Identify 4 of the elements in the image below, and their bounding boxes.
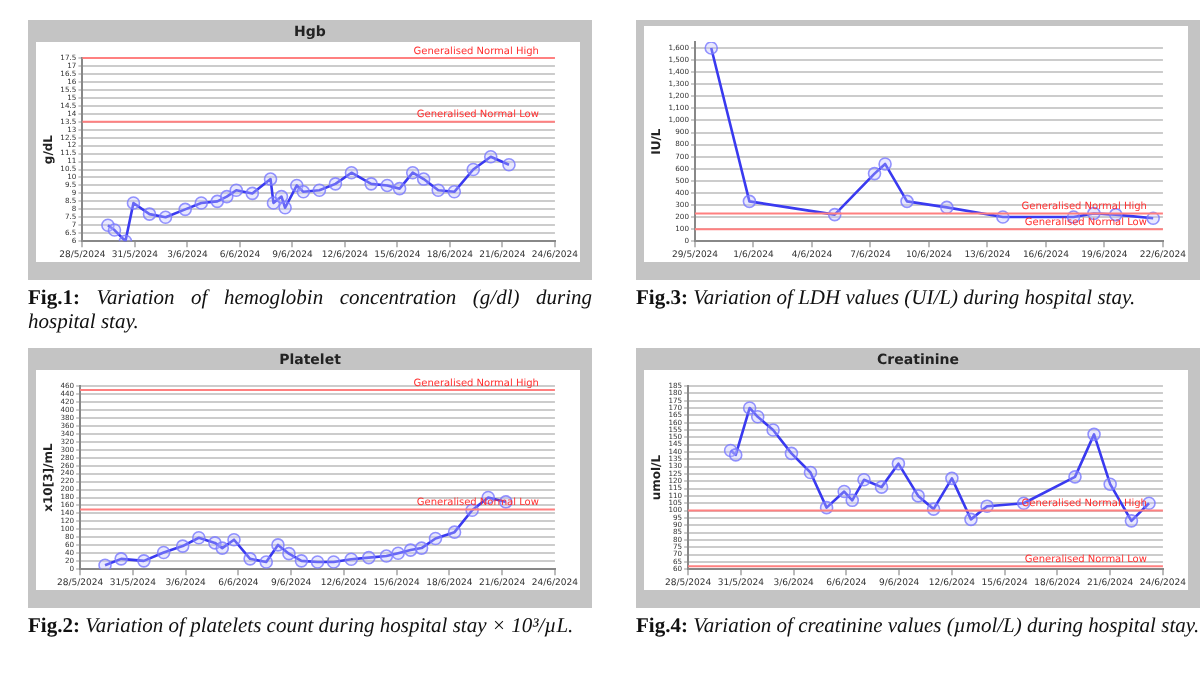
caption: Fig.4: Variation of creatinine values (µmol/L) during hospital stay. xyxy=(636,616,1200,638)
caption: Fig.3: Variation of LDH values (UI/L) during hospital stay. xyxy=(636,288,1136,310)
caption: Fig.2: Variation of platelets count during hospital stay × 10³/µL. xyxy=(28,616,574,638)
caption: Fig.1: Variation of hemoglobin concentration (g/dl) during hospital stay. xyxy=(28,288,592,334)
